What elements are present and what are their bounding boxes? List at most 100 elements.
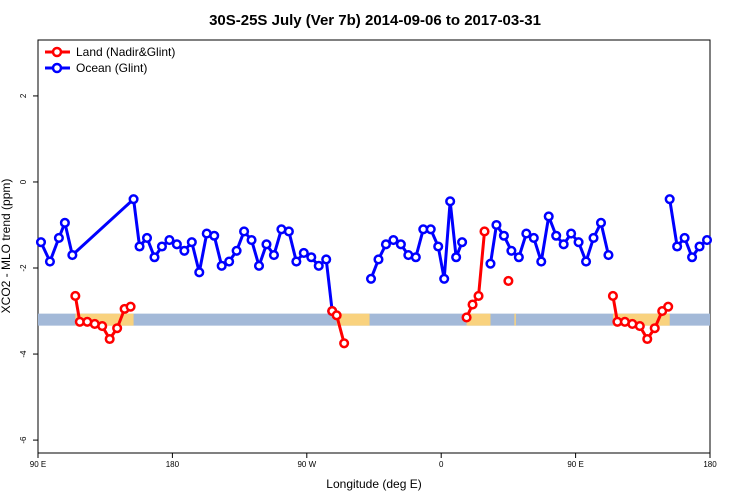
- data-point-ocean: [439, 273, 450, 284]
- data-point-ocean: [536, 256, 547, 267]
- data-point-land: [70, 290, 81, 302]
- x-tick-label: 90 E: [30, 460, 46, 469]
- data-point-land: [473, 290, 484, 302]
- band-land-segment: [514, 313, 516, 326]
- data-point-ocean: [239, 226, 250, 237]
- data-point-ocean: [224, 256, 235, 267]
- data-point-ocean: [588, 232, 599, 243]
- data-point-ocean: [433, 241, 444, 252]
- data-point-ocean: [701, 234, 713, 246]
- band-land-segment: [336, 313, 370, 326]
- band-land-segment: [466, 313, 491, 326]
- series-line-land: [465, 231, 487, 319]
- data-point-ocean: [551, 230, 562, 241]
- y-tick-label: 2: [19, 93, 28, 98]
- data-point-land: [642, 333, 653, 345]
- data-point-land: [649, 323, 660, 334]
- data-point-land: [479, 226, 490, 237]
- data-point-ocean: [141, 232, 153, 243]
- data-point-ocean: [380, 239, 391, 250]
- data-point-ocean: [595, 217, 607, 228]
- data-point-ocean: [306, 252, 317, 263]
- data-point-ocean: [566, 228, 577, 239]
- data-point-ocean: [134, 241, 145, 252]
- data-point-ocean: [149, 252, 160, 263]
- data-point-land: [461, 312, 472, 323]
- data-point-ocean: [687, 252, 698, 263]
- x-axis-label: Longitude (deg E): [326, 477, 421, 491]
- plot-area: [35, 39, 713, 454]
- data-point-ocean: [528, 232, 539, 243]
- data-point-ocean: [679, 232, 690, 243]
- y-tick-label: 0: [19, 179, 28, 184]
- data-point-ocean: [298, 247, 309, 259]
- legend-label-land: Land (Nadir&Glint): [76, 45, 175, 59]
- data-point-ocean: [313, 260, 324, 271]
- data-point-ocean: [457, 237, 468, 248]
- data-point-ocean: [573, 237, 584, 248]
- data-point-land: [663, 301, 674, 312]
- series-ocean: [35, 194, 713, 317]
- data-point-ocean: [365, 273, 377, 284]
- data-point-ocean: [521, 228, 532, 239]
- data-point-land: [607, 290, 618, 302]
- data-point-ocean: [253, 260, 265, 271]
- data-point-ocean: [67, 250, 78, 261]
- data-point-land: [634, 321, 645, 332]
- data-point-land: [331, 310, 342, 321]
- data-point-land: [503, 275, 514, 286]
- data-point-land: [339, 338, 350, 349]
- data-point-land: [125, 301, 136, 312]
- data-point-land: [104, 333, 115, 345]
- data-point-land: [97, 321, 108, 332]
- data-point-ocean: [425, 224, 436, 235]
- legend-marker-land: [51, 46, 63, 58]
- data-point-ocean: [283, 226, 294, 237]
- y-axis-label: XCO2 - MLO trend (ppm): [0, 179, 13, 314]
- data-point-ocean: [558, 239, 569, 250]
- legend-entry-land: Land (Nadir&Glint): [45, 45, 175, 59]
- series-land: [70, 226, 674, 349]
- data-point-ocean: [231, 245, 242, 256]
- data-point-ocean: [164, 234, 175, 246]
- data-point-ocean: [498, 230, 509, 241]
- legend-label-ocean: Ocean (Glint): [76, 61, 147, 75]
- data-point-ocean: [445, 196, 456, 207]
- data-point-ocean: [603, 250, 614, 261]
- x-tick-label: 90 E: [567, 460, 583, 469]
- series-layer: [35, 194, 713, 349]
- x-tick-label: 180: [703, 460, 717, 469]
- data-point-ocean: [485, 258, 496, 269]
- data-point-ocean: [35, 237, 47, 248]
- data-point-ocean: [321, 254, 332, 265]
- x-tick-label: 180: [166, 460, 180, 469]
- data-point-ocean: [388, 234, 399, 246]
- data-point-land: [112, 323, 123, 334]
- data-point-ocean: [410, 252, 421, 263]
- legend-marker-ocean: [51, 62, 63, 74]
- data-point-ocean: [44, 256, 55, 267]
- data-point-ocean: [261, 239, 272, 250]
- data-point-ocean: [156, 241, 167, 252]
- data-point-ocean: [543, 211, 554, 222]
- data-point-ocean: [491, 219, 502, 231]
- data-point-ocean: [59, 217, 70, 228]
- x-tick-label: 0: [439, 460, 444, 469]
- data-point-land: [467, 299, 478, 310]
- x-tick-label: 90 W: [297, 460, 316, 469]
- data-point-ocean: [268, 250, 279, 261]
- data-point-ocean: [506, 245, 517, 256]
- data-point-ocean: [451, 252, 462, 263]
- data-point-ocean: [672, 241, 683, 252]
- data-point-ocean: [581, 256, 592, 267]
- data-point-ocean: [209, 230, 220, 241]
- data-point-ocean: [171, 239, 182, 250]
- data-point-ocean: [291, 256, 302, 267]
- data-point-ocean: [246, 234, 257, 246]
- data-point-ocean: [128, 194, 139, 205]
- background-band: [38, 313, 710, 326]
- band-ocean: [38, 313, 710, 326]
- data-point-ocean: [395, 239, 406, 250]
- legend-entry-ocean: Ocean (Glint): [45, 61, 147, 75]
